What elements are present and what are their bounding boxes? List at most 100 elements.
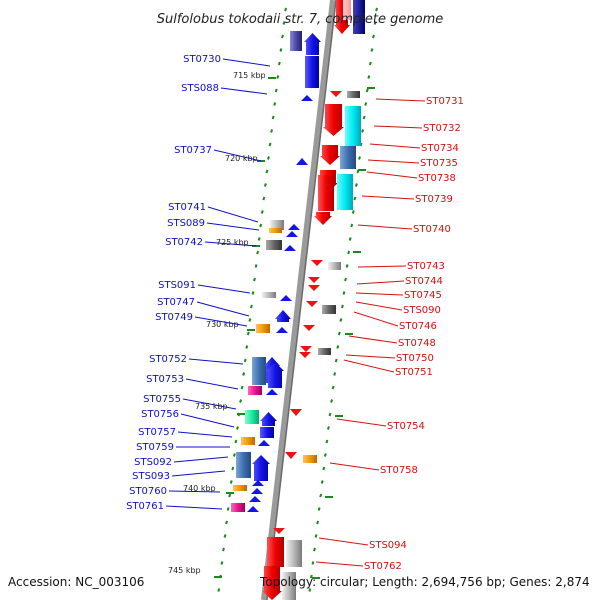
gene-label-reverse[interactable]: ST0754 (387, 421, 425, 432)
gene-block (337, 174, 353, 210)
gene-label-forward[interactable]: ST0760 (129, 486, 167, 497)
tick-mark (236, 426, 239, 430)
reverse-gene-marker (290, 409, 302, 416)
gene-label-reverse[interactable]: ST0748 (398, 338, 436, 349)
gene-block (322, 305, 336, 314)
forward-gene-arrow (304, 33, 321, 55)
gene-label-reverse[interactable]: ST0758 (380, 465, 418, 476)
gene-block (347, 91, 360, 98)
gene-label-reverse[interactable]: ST0762 (364, 561, 402, 572)
gene-label-reverse[interactable]: ST0751 (395, 367, 433, 378)
label-leaders (165, 58, 426, 567)
gene-block (353, 0, 365, 34)
leader-line (375, 98, 426, 102)
reverse-gene-marker (308, 285, 320, 291)
gene-label-forward[interactable]: STS093 (132, 471, 170, 482)
tick-mark (282, 21, 286, 25)
tick-mark (273, 102, 277, 106)
gene-label-reverse[interactable]: ST0743 (407, 261, 445, 272)
gene-label-forward[interactable]: ST0753 (146, 374, 184, 385)
reverse-gene-marker (303, 325, 315, 331)
gene-block (248, 386, 262, 395)
leader-line (369, 143, 421, 149)
gene-label-reverse[interactable]: ST0745 (404, 290, 442, 301)
tick-mark (225, 520, 229, 525)
leader-line (329, 462, 380, 471)
gene-label-forward[interactable]: STS092 (134, 457, 172, 468)
gene-label-reverse[interactable]: ST0739 (415, 194, 453, 205)
tick-mark (373, 21, 377, 25)
tick-mark (370, 48, 374, 52)
tick-mark (265, 169, 269, 174)
gene-block (260, 427, 274, 438)
gene-label-forward[interactable]: STS091 (158, 280, 196, 291)
tick-mark (314, 534, 318, 538)
tick-mark (228, 493, 232, 498)
gene-block (318, 348, 331, 355)
gene-label-reverse[interactable]: ST0746 (399, 321, 437, 332)
tick-mark (365, 88, 369, 93)
accession-text: Accession: NC_003106 (8, 575, 144, 589)
gene-block (245, 410, 259, 424)
leader-line (355, 292, 404, 296)
tick-mark (222, 547, 225, 552)
gene-label-forward[interactable]: ST0759 (136, 442, 174, 453)
gene-label-reverse[interactable]: STS090 (403, 305, 441, 316)
tick-mark (331, 385, 335, 390)
gene-label-reverse[interactable]: ST0732 (423, 123, 461, 134)
gene-label-forward[interactable]: ST0747 (157, 297, 195, 308)
leader-line (318, 537, 369, 546)
gene-block (267, 537, 284, 567)
tick-mark (277, 61, 281, 66)
gene-label-forward[interactable]: ST0737 (174, 145, 212, 156)
forward-gene-marker (301, 95, 313, 101)
leader-line (336, 418, 387, 427)
gene-label-forward[interactable]: ST0752 (149, 354, 187, 365)
tick-mark (325, 439, 329, 444)
gene-block (236, 452, 251, 478)
gene-label-reverse[interactable]: ST0734 (421, 143, 459, 154)
gene-label-reverse[interactable]: ST0738 (418, 173, 456, 184)
tick-mark (251, 291, 255, 295)
gene-block (345, 106, 361, 146)
gene-label-forward[interactable]: ST0756 (141, 409, 179, 420)
gene-label-forward[interactable]: ST0742 (165, 237, 203, 248)
tick-mark (339, 318, 343, 322)
topology-text: Topology: circular; Length: 2,694,756 bp… (259, 575, 590, 589)
gene-label-reverse[interactable]: ST0731 (426, 96, 464, 107)
forward-gene-marker (296, 158, 308, 165)
gene-label-forward[interactable]: STS088 (181, 83, 219, 94)
gene-label-forward[interactable]: ST0755 (143, 394, 181, 405)
gene-label-reverse[interactable]: STS094 (369, 540, 407, 551)
gene-label-forward[interactable]: ST0730 (183, 54, 221, 65)
tick-mark (337, 331, 341, 336)
gene-label-forward[interactable]: ST0757 (138, 427, 176, 438)
tick-mark (347, 250, 351, 255)
tick-mark (317, 507, 321, 511)
forward-gene-marker (280, 295, 292, 301)
gene-label-reverse[interactable]: ST0744 (405, 276, 443, 287)
reverse-gene-marker (285, 452, 297, 459)
reverse-gene-marker (311, 260, 323, 266)
tick-mark (259, 223, 263, 228)
tick-mark (323, 453, 327, 457)
gene-label-reverse[interactable]: ST0740 (413, 224, 451, 235)
gene-label-forward[interactable]: ST0749 (155, 312, 193, 323)
gene-label-forward[interactable]: ST0761 (126, 501, 164, 512)
tick-mark (333, 372, 337, 376)
gene-label-reverse[interactable]: ST0735 (420, 158, 458, 169)
forward-gene-marker (286, 231, 298, 237)
gene-label-forward[interactable]: ST0741 (168, 202, 206, 213)
leader-line (165, 505, 223, 510)
tick-mark (270, 129, 274, 133)
leader-line (168, 490, 221, 493)
gene-label-reverse[interactable]: ST0750 (396, 353, 434, 364)
tick-mark (351, 210, 355, 214)
tick-mark (276, 75, 280, 79)
reverse-gene-arrow (320, 145, 340, 165)
tick-mark (309, 574, 313, 579)
tick-mark (316, 520, 320, 525)
leader-line (366, 171, 418, 179)
gene-label-forward[interactable]: STS089 (167, 218, 205, 229)
